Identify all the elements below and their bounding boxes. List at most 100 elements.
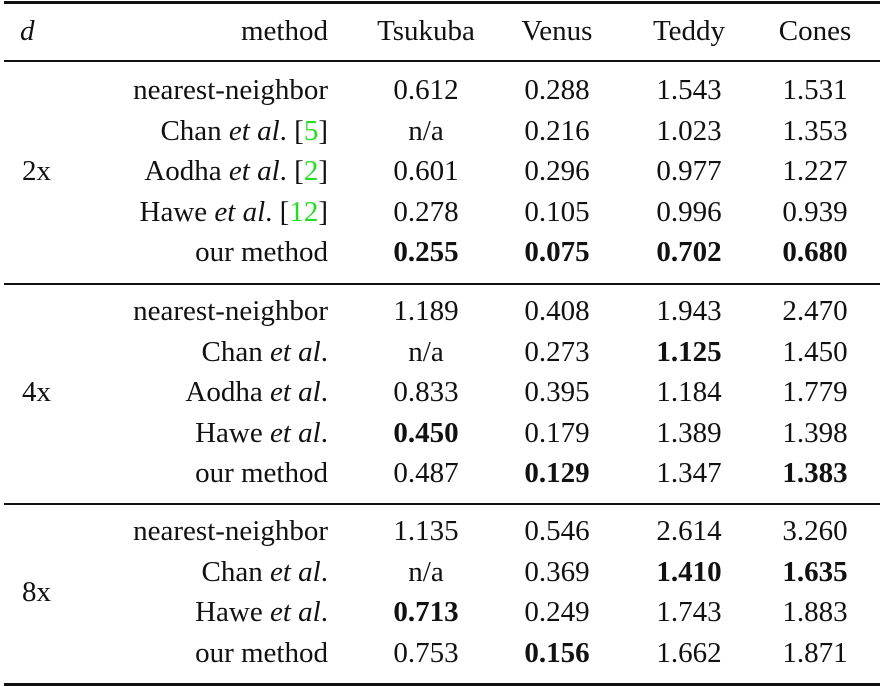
- value-tsukuba: 0.278: [393, 195, 459, 228]
- value-teddy: 1.347: [656, 457, 722, 489]
- value-teddy: 0.977: [656, 155, 722, 187]
- value-venus: 0.369: [524, 555, 590, 588]
- group-rule-2: [4, 503, 880, 505]
- header-d: d: [20, 15, 35, 47]
- value-venus: 0.249: [524, 596, 590, 628]
- et-al-label: et al: [228, 114, 280, 147]
- value-venus: 0.395: [524, 376, 590, 408]
- method-label: nearest-neighbor: [133, 515, 328, 547]
- method-name: Aodha et al.: [185, 376, 328, 408]
- value-tsukuba: 1.189: [393, 295, 459, 327]
- bottom-rule: [4, 683, 880, 686]
- value-cones: 3.260: [782, 515, 848, 547]
- value-cones: 0.680: [782, 236, 848, 268]
- method-name: nearest-neighbor: [60, 291, 328, 331]
- value-cones: 1.383: [782, 457, 848, 489]
- value-venus: 0.546: [524, 515, 590, 547]
- method-label: Hawe: [139, 195, 208, 228]
- value-tsukuba: 0.612: [393, 74, 459, 106]
- value-teddy: 1.543: [656, 74, 722, 106]
- et-al-label: et al: [270, 596, 321, 628]
- value-tsukuba: 0.753: [393, 636, 459, 669]
- value-teddy: 1.662: [656, 636, 722, 669]
- method-label: Aodha: [185, 376, 263, 408]
- et-al-label: et al: [270, 335, 321, 368]
- value-teddy: 1.125: [656, 335, 722, 368]
- value-venus: 0.288: [524, 74, 590, 106]
- value-teddy: 2.614: [656, 515, 722, 547]
- value-teddy: 1.943: [656, 295, 722, 327]
- value-tsukuba: 0.601: [393, 155, 459, 187]
- value-cones: 1.227: [782, 155, 848, 187]
- header-rule: [4, 60, 880, 62]
- value-tsukuba: 1.135: [393, 515, 459, 547]
- method-name: Aodha et al. [2]: [144, 155, 328, 187]
- value-venus: 0.273: [524, 335, 590, 368]
- header-teddy: Teddy: [652, 15, 726, 47]
- method-name: Hawe et al.: [195, 416, 328, 449]
- value-tsukuba: n/a: [408, 555, 444, 588]
- method-label: Chan: [160, 114, 222, 147]
- citation-link[interactable]: 2: [303, 155, 319, 187]
- value-teddy: 1.410: [656, 555, 722, 588]
- citation-link[interactable]: 5: [303, 114, 319, 147]
- method-name: Hawe et al.: [195, 596, 328, 628]
- et-al-label: et al: [270, 376, 321, 408]
- method-label: Hawe: [195, 416, 263, 449]
- method-name: nearest-neighbor: [60, 70, 328, 110]
- value-teddy: 1.389: [656, 416, 722, 449]
- value-venus: 0.156: [524, 636, 590, 669]
- value-tsukuba: 0.450: [393, 416, 459, 449]
- method-name: Chan et al.: [201, 555, 328, 588]
- et-al-label: et al: [214, 195, 266, 228]
- method-label: our method: [195, 236, 328, 268]
- value-tsukuba: n/a: [408, 335, 444, 368]
- method-label: Aodha: [144, 155, 222, 187]
- value-teddy: 0.702: [656, 236, 722, 268]
- group-scale-label: 4x: [22, 376, 51, 408]
- value-tsukuba: n/a: [408, 114, 444, 147]
- value-venus: 0.075: [524, 236, 590, 268]
- value-venus: 0.296: [524, 155, 590, 187]
- method-name: nearest-neighbor: [60, 511, 328, 551]
- method-label: Hawe: [195, 596, 263, 628]
- value-cones: 1.398: [782, 416, 848, 449]
- value-tsukuba: 0.487: [393, 457, 459, 489]
- value-teddy: 1.743: [656, 596, 722, 628]
- method-name: Hawe et al. [12]: [139, 195, 328, 228]
- group-scale-label: 8x: [22, 575, 51, 608]
- et-al-label: et al: [228, 155, 280, 187]
- value-cones: 1.450: [782, 335, 848, 368]
- method-label: our method: [195, 457, 328, 489]
- method-label: Chan: [201, 335, 263, 368]
- value-teddy: 1.184: [656, 376, 722, 408]
- method-name: our method: [60, 453, 328, 493]
- value-cones: 1.531: [782, 74, 848, 106]
- method-name: our method: [60, 633, 328, 673]
- method-label: nearest-neighbor: [133, 295, 328, 327]
- value-venus: 0.179: [524, 416, 590, 449]
- method-label: nearest-neighbor: [133, 74, 328, 106]
- value-venus: 0.408: [524, 295, 590, 327]
- value-cones: 1.883: [782, 596, 848, 628]
- group-rule-1: [4, 283, 880, 285]
- header-method: method: [241, 15, 328, 47]
- value-cones: 1.635: [782, 555, 848, 588]
- method-name: Chan et al.: [201, 335, 328, 368]
- value-teddy: 1.023: [656, 114, 722, 147]
- group-scale-label: 2x: [22, 155, 51, 187]
- value-teddy: 0.996: [656, 195, 722, 228]
- citation-link[interactable]: 12: [289, 195, 319, 228]
- value-cones: 1.871: [782, 636, 848, 669]
- value-cones: 1.779: [782, 376, 848, 408]
- value-tsukuba: 0.833: [393, 376, 459, 408]
- header-venus: Venus: [521, 15, 593, 47]
- value-tsukuba: 0.255: [393, 236, 459, 268]
- et-al-label: et al: [270, 555, 321, 588]
- value-tsukuba: 0.713: [393, 596, 459, 628]
- value-cones: 1.353: [782, 114, 848, 147]
- header-cones: Cones: [778, 15, 852, 47]
- value-cones: 2.470: [782, 295, 848, 327]
- value-cones: 0.939: [782, 195, 848, 228]
- top-rule: [4, 1, 880, 4]
